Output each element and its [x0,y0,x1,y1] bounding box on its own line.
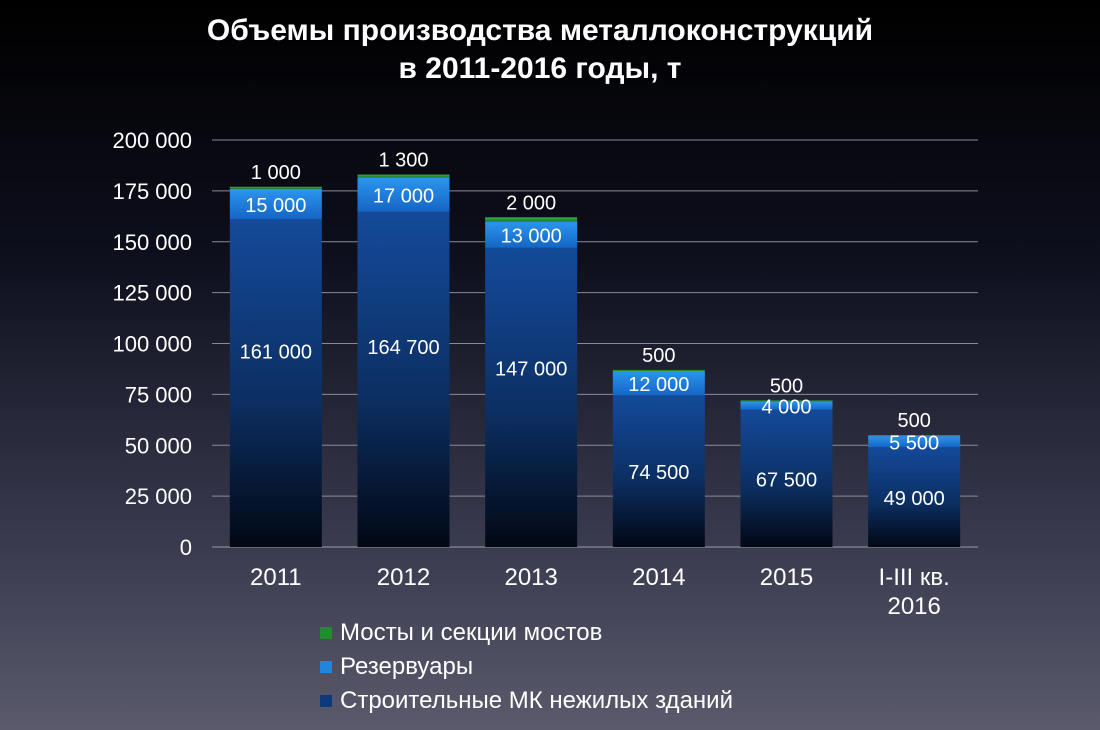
data-label-tanks: 13 000 [501,226,562,248]
bar-segment-buildings [229,219,322,548]
data-label-bridges: 2 000 [506,192,556,214]
legend-item-buildings: Строительные МК нежилых зданий [320,684,733,718]
x-tick-label: 2014 [632,564,685,591]
labels-layer: 0 25 000 50 000 75 000 100 000 125 000 150 000… [112,128,949,620]
grid-layer [212,139,978,548]
data-label-buildings: 67 500 [756,469,817,491]
y-tick-label: 25 000 [125,484,192,509]
data-label-tanks: 5 500 [889,433,939,455]
data-label-bridges: 500 [770,375,803,397]
bar-segment-tanks [485,221,578,248]
bar-segment-buildings [868,447,961,547]
bar-segment-bridges [740,400,833,402]
x-tick-label: I-III кв. [879,564,950,591]
bar-segment-buildings [740,409,833,547]
data-label-bridges: 1 000 [251,162,301,184]
y-tick-label: 175 000 [112,179,192,204]
bar-segment-bridges [229,186,322,189]
data-label-buildings: 164 700 [367,337,439,359]
bar-segment-bridges [357,174,450,178]
data-label-bridges: 500 [642,345,675,367]
legend-item-tanks: Резервуары [320,650,733,684]
bar-segment-buildings [612,395,705,547]
data-label-bridges: 500 [897,410,930,432]
legend-label-buildings: Строительные МК нежилых зданий [340,687,733,714]
legend-label-tanks: Резервуары [340,653,474,680]
y-tick-label: 200 000 [112,128,192,153]
y-tick-label: 100 000 [112,332,192,357]
data-label-tanks: 17 000 [373,186,434,208]
data-label-tanks: 12 000 [628,374,689,396]
data-label-buildings: 147 000 [495,359,567,381]
legend-swatch-buildings [320,695,332,707]
data-label-buildings: 161 000 [240,341,312,363]
bar-segment-tanks [357,177,450,212]
bar-segment-buildings [357,211,450,547]
legend-item-bridges: Мосты и секции мостов [320,616,733,650]
x-tick-label: 2016 [887,593,940,620]
legend-label-bridges: Мосты и секции мостов [340,619,603,646]
bar-segment-bridges [485,217,578,222]
data-label-buildings: 74 500 [628,462,689,484]
y-tick-label: 75 000 [125,382,192,407]
title-line-2: в 2011-2016 годы, т [398,52,682,85]
title-line-1: Объемы производства металлоконструкций [206,14,874,47]
legend-swatch-bridges [320,627,332,639]
data-label-tanks: 4 000 [761,397,811,419]
bar-segment-bridges [868,435,961,437]
y-tick-label: 125 000 [112,281,192,306]
y-tick-label: 150 000 [112,230,192,255]
chart-title: Объемы производства металлоконструкций в… [0,12,1080,88]
bar-segment-tanks [868,436,961,448]
bar-segment-tanks [612,370,705,396]
bar-segment-tanks [229,188,322,220]
data-label-tanks: 15 000 [245,195,306,217]
data-label-buildings: 49 000 [884,488,945,510]
legend-swatch-tanks [320,661,332,673]
bar-segment-tanks [740,401,833,410]
bar-segment-buildings [485,247,578,548]
data-label-bridges: 1 300 [378,150,428,172]
bars-layer [229,174,961,548]
x-tick-label: 2012 [377,564,430,591]
y-tick-label: 50 000 [125,433,192,458]
x-tick-label: 2015 [760,564,813,591]
legend: Мосты и секции мостов Резервуары Строите… [320,616,733,718]
x-tick-label: 2011 [250,564,302,591]
bar-segment-bridges [612,369,705,371]
x-tick-label: 2013 [504,564,557,591]
y-tick-label: 0 [180,535,192,560]
